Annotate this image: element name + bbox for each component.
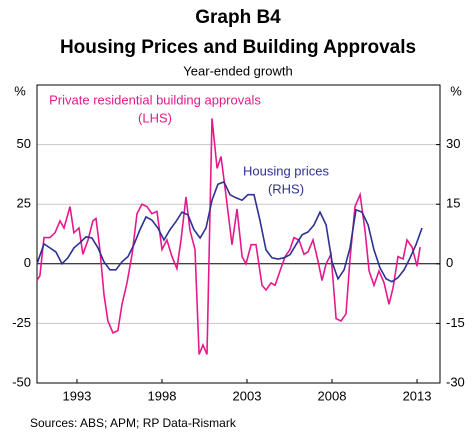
y2-tick-label: 0 xyxy=(446,255,453,270)
source: Sources: ABS; APM; RP Data-Rismark xyxy=(30,416,237,430)
annotation: Private residential building approvals xyxy=(49,92,261,107)
x-tick-label: 1993 xyxy=(62,388,91,403)
y2-tick-label: 15 xyxy=(446,196,460,211)
series-line xyxy=(36,180,423,283)
x-tick-label: 1998 xyxy=(148,388,177,403)
y-tick-label: -25 xyxy=(12,315,31,330)
y-tick-label: 0 xyxy=(24,255,31,270)
annotation: (RHS) xyxy=(268,181,304,196)
chart-description: Year-ended growth xyxy=(183,63,292,78)
y-unit: % xyxy=(14,83,26,98)
y2-tick-label: -15 xyxy=(446,315,465,330)
x-tick-label: 2008 xyxy=(318,388,347,403)
annotation: Housing prices xyxy=(243,163,329,178)
plot-frame xyxy=(36,84,441,384)
x-tick-label: 2013 xyxy=(403,388,432,403)
series-line xyxy=(36,118,421,355)
y2-tick-label: 30 xyxy=(446,136,460,151)
x-tick-label: 2003 xyxy=(233,388,262,403)
chart-title: Graph B4 xyxy=(195,7,281,28)
chart-subtitle: Housing Prices and Building Approvals xyxy=(60,37,416,58)
y2-unit: % xyxy=(450,83,462,98)
y-tick-label: 50 xyxy=(17,136,31,151)
y2-tick-label: -30 xyxy=(446,374,465,389)
annotation: (LHS) xyxy=(138,110,172,125)
y-tick-label: -50 xyxy=(12,374,31,389)
y-tick-label: 25 xyxy=(17,196,31,211)
